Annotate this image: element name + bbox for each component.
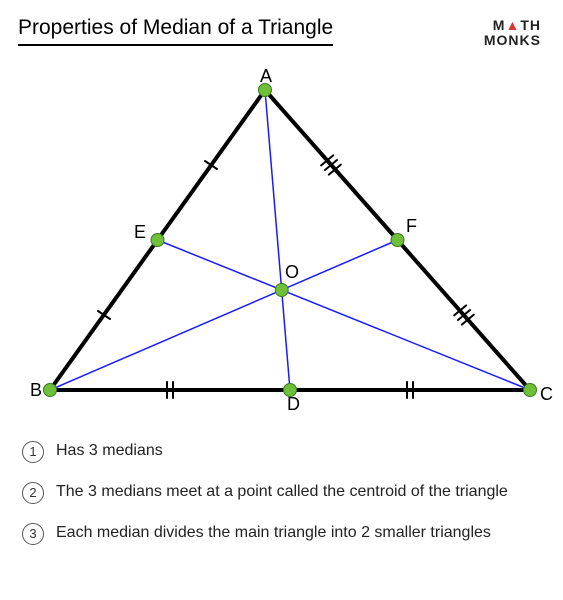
property-number: 1 <box>22 441 44 463</box>
logo-line1: M▲TH <box>493 17 541 33</box>
svg-text:A: A <box>260 66 272 86</box>
logo: M▲TH MONKS <box>484 18 541 47</box>
property-item: 3 Each median divides the main triangle … <box>22 522 542 545</box>
svg-text:O: O <box>285 262 299 282</box>
svg-text:F: F <box>406 216 417 236</box>
median-diagram: A B C D E F O <box>0 60 563 430</box>
property-text: Has 3 medians <box>56 440 542 462</box>
property-number: 2 <box>22 482 44 504</box>
property-text: The 3 medians meet at a point called the… <box>56 481 542 503</box>
property-text: Each median divides the main triangle in… <box>56 522 542 544</box>
logo-line2: MONKS <box>484 32 541 48</box>
property-list: 1 Has 3 medians 2 The 3 medians meet at … <box>22 440 542 563</box>
svg-text:D: D <box>287 394 300 414</box>
property-item: 1 Has 3 medians <box>22 440 542 463</box>
svg-text:B: B <box>30 380 42 400</box>
property-number: 3 <box>22 523 44 545</box>
svg-text:E: E <box>134 222 146 242</box>
property-item: 2 The 3 medians meet at a point called t… <box>22 481 542 504</box>
svg-text:C: C <box>540 384 553 404</box>
page-title: Properties of Median of a Triangle <box>18 16 333 46</box>
